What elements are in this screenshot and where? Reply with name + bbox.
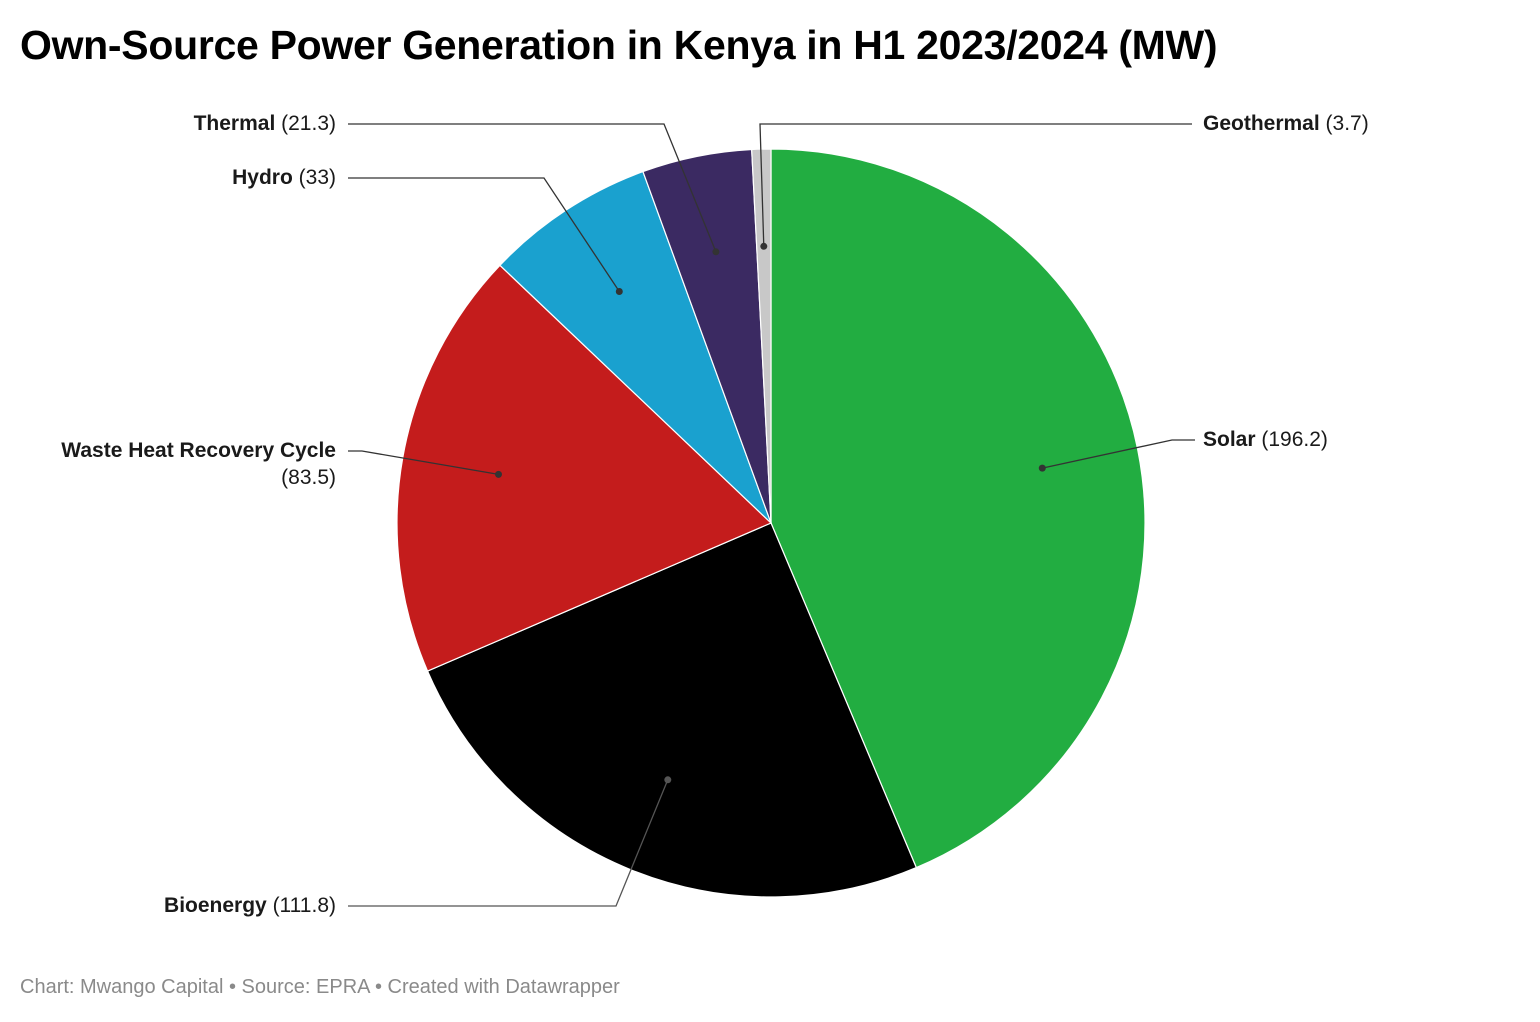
leader-line-solar [1042, 439, 1195, 469]
slice-label-bioenergy: Bioenergy (111.8) [164, 894, 336, 917]
slice-label-thermal: Thermal (21.3) [194, 112, 336, 135]
slice-label-name: Solar [1203, 428, 1256, 451]
slice-label-value: (83.5) [281, 466, 336, 489]
slice-label-name: Bioenergy [164, 894, 267, 917]
pie-slice-solar [770, 148, 1146, 869]
slice-label-value: (21.3) [275, 112, 336, 135]
slice-label-waste-heat-recovery-cycle: Waste Heat Recovery Cycle (83.5) [61, 439, 336, 489]
leader-dot-bioenergy [664, 776, 672, 784]
slice-label-solar: Solar (196.2) [1203, 428, 1328, 451]
slice-label-value: (33) [293, 166, 336, 189]
leader-line-hydro [348, 177, 620, 292]
leader-line-bioenergy [348, 779, 669, 907]
slice-label-value: (196.2) [1256, 428, 1328, 451]
leader-line-waste-heat-recovery-cycle [348, 450, 499, 476]
chart-footer-credit: Chart: Mwango Capital • Source: EPRA • C… [20, 976, 620, 998]
leader-line-geothermal [759, 123, 1192, 247]
leader-dot-thermal [712, 248, 720, 256]
slice-label-name: Waste Heat Recovery Cycle [61, 439, 336, 462]
leader-dot-solar [1038, 464, 1046, 472]
slice-label-value: (111.8) [267, 894, 336, 917]
slice-label-geothermal: Geothermal (3.7) [1203, 112, 1369, 135]
chart-title: Own-Source Power Generation in Kenya in … [20, 22, 1218, 68]
slice-label-value: (3.7) [1320, 112, 1369, 135]
slice-label-name: Hydro [232, 166, 293, 189]
leader-dot-geothermal [760, 242, 768, 250]
leader-dot-hydro [615, 288, 623, 295]
slice-label-hydro: Hydro (33) [232, 166, 336, 189]
slice-label-name: Thermal [194, 112, 276, 135]
leader-dot-waste-heat-recovery-cycle [495, 470, 502, 478]
leader-line-thermal [348, 123, 717, 253]
slice-label-name: Geothermal [1203, 112, 1320, 135]
